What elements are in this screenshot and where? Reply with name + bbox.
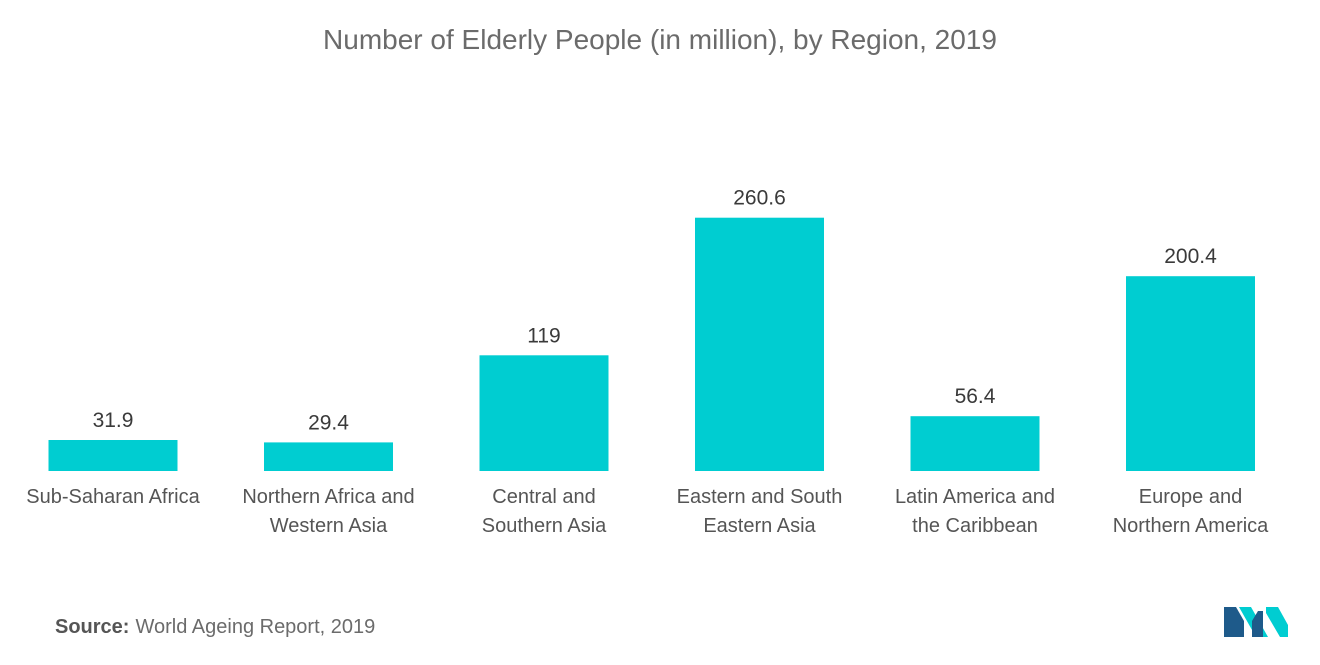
value-label-5: 200.4 [1164,245,1217,268]
category-label-5-line-0: Europe and [1139,486,1242,508]
category-label-1-line-0: Northern Africa and [242,486,414,508]
value-label-3: 260.6 [733,187,786,210]
bar-1 [264,442,393,471]
category-label-5: Europe and Northern America [1113,486,1269,537]
category-label-4: Latin America and the Caribbean [895,486,1055,537]
category-label-4-line-1: the Caribbean [912,515,1038,537]
bar-0 [48,440,178,471]
bar-2 [479,355,609,471]
value-labels-group: 31.9 29.4 119 260.6 56.4 200.4 [93,187,1218,435]
category-label-2: Central and Southern Asia [482,486,607,537]
logo-shape-left [1224,607,1244,637]
value-label-4: 56.4 [955,385,996,408]
category-label-0: Sub-Saharan Africa [26,486,200,508]
chart-title: Number of Elderly People (in million), b… [323,24,997,55]
category-label-3-line-1: Eastern Asia [703,515,816,537]
category-label-1-line-1: Western Asia [270,515,388,537]
source-note: Source: World Ageing Report, 2019 [55,616,375,639]
mordor-intelligence-logo-icon [1224,607,1288,637]
category-label-0-line-0: Sub-Saharan Africa [26,486,200,508]
source-label: Source: [55,616,130,638]
category-label-3-line-0: Eastern and South [677,486,843,508]
value-label-1: 29.4 [308,411,349,434]
bar-5 [1126,276,1255,471]
category-label-4-line-0: Latin America and [895,486,1055,508]
category-labels-group: Sub-Saharan Africa Northern Africa and Wes… [26,486,1269,537]
bar-chart: 31.9 29.4 119 260.6 56.4 200.4 Sub-Saharan Af… [26,187,1269,537]
logo-shape-mid-2 [1252,611,1263,637]
category-label-5-line-1: Northern America [1113,515,1269,537]
source-text: World Ageing Report, 2019 [135,616,376,638]
bars-group [48,217,1255,471]
category-label-3: Eastern and South Eastern Asia [677,486,843,537]
category-label-1: Northern Africa and Western Asia [242,486,414,537]
category-label-2-line-1: Southern Asia [482,515,607,537]
category-label-2-line-0: Central and [492,486,595,508]
logo-shape-right [1266,607,1288,637]
value-label-0: 31.9 [93,409,134,432]
bar-4 [910,416,1040,471]
bar-3 [695,217,824,471]
value-label-2: 119 [527,324,560,347]
